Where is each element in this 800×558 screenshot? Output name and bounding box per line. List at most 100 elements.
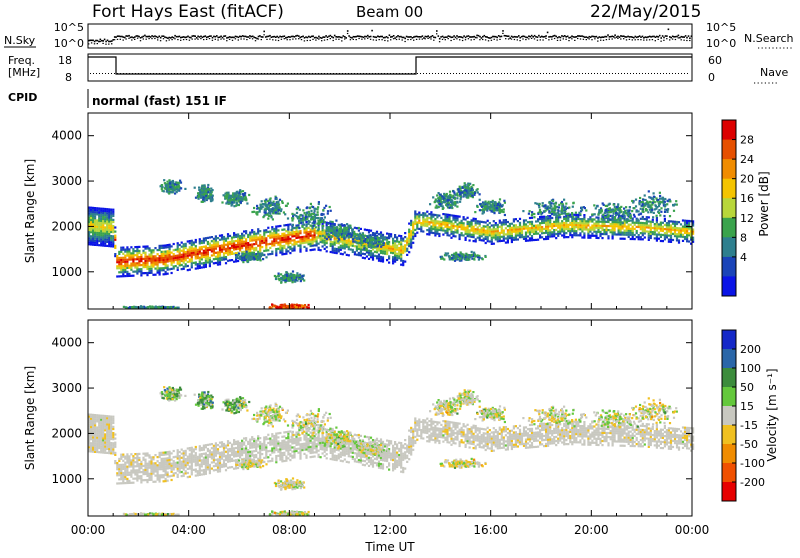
power-cell xyxy=(142,262,144,264)
power-cell xyxy=(346,227,348,229)
power-cell xyxy=(157,267,159,269)
power-cell xyxy=(368,229,370,231)
noise-sky-point xyxy=(547,32,549,34)
power-cell xyxy=(332,241,334,243)
power-cell xyxy=(533,231,535,233)
noise-sky-point xyxy=(479,36,481,38)
power-cell xyxy=(173,249,175,251)
power-cell xyxy=(541,220,543,222)
power-cell xyxy=(210,193,212,195)
power-cell xyxy=(583,216,585,218)
power-cell xyxy=(302,221,304,223)
power-cell xyxy=(269,205,271,207)
power-cell xyxy=(658,238,660,240)
power-cell xyxy=(179,256,181,258)
power-cell xyxy=(159,257,161,259)
noise-sky-point xyxy=(258,36,260,38)
power-cell xyxy=(358,254,360,256)
power-cell xyxy=(648,231,650,233)
power-cell xyxy=(424,221,426,223)
power-cell xyxy=(100,222,102,224)
power-cell xyxy=(221,247,223,249)
power-cell xyxy=(499,222,501,224)
power-cell xyxy=(430,230,432,232)
power-cell xyxy=(233,240,235,242)
power-cell xyxy=(106,235,108,237)
power-cell xyxy=(239,241,241,243)
power-cell xyxy=(122,249,124,251)
power-cell xyxy=(257,245,259,247)
power-cell xyxy=(471,223,473,225)
power-cell xyxy=(644,226,646,228)
power-cell xyxy=(535,229,537,231)
noise-sky-point xyxy=(495,36,497,38)
noise-sky-point xyxy=(147,36,149,38)
noise-sky-point xyxy=(174,35,176,37)
power-cell xyxy=(324,234,326,236)
power-cell xyxy=(262,204,264,206)
power-cell xyxy=(430,217,432,219)
power-cell xyxy=(666,236,668,238)
power-cell xyxy=(136,258,138,260)
power-cell xyxy=(450,229,452,231)
noise-search-point xyxy=(284,38,285,39)
power-cell xyxy=(217,237,219,239)
power-cell xyxy=(169,258,171,260)
noise-sky-point xyxy=(396,36,398,38)
power-cell xyxy=(330,241,332,243)
noise-sky-point xyxy=(310,36,312,38)
power-cell xyxy=(638,224,640,226)
power-cell xyxy=(686,240,688,242)
power-cell xyxy=(459,236,461,238)
power-cell xyxy=(618,233,620,235)
power-cell xyxy=(174,189,176,191)
power-cell xyxy=(581,236,583,238)
power-cell xyxy=(130,252,132,254)
power-cell xyxy=(672,227,674,229)
power-cell xyxy=(191,260,193,262)
power-cell xyxy=(614,231,616,233)
power-cell xyxy=(263,238,265,240)
power-cell xyxy=(152,257,154,259)
power-cell xyxy=(599,227,601,229)
power-cell xyxy=(479,233,481,235)
power-cell xyxy=(374,234,376,236)
noise-search-point xyxy=(502,33,503,34)
power-cell xyxy=(583,220,585,222)
power-cell xyxy=(306,218,308,220)
power-cell xyxy=(456,227,458,229)
noise-sky-point xyxy=(363,37,365,39)
power-cell xyxy=(338,246,340,248)
noise-sky-point xyxy=(525,37,527,39)
power-cell xyxy=(605,221,607,223)
noise-sky-point xyxy=(394,37,396,39)
power-cell xyxy=(316,244,318,246)
noise-sky-point xyxy=(228,37,230,39)
noise-sky-point xyxy=(102,40,104,42)
noise-sky-point xyxy=(528,35,530,37)
power-cell xyxy=(227,192,229,194)
noise-sky-point xyxy=(222,37,224,39)
power-cell xyxy=(298,227,300,229)
noise-search-point xyxy=(157,39,158,40)
power-cell xyxy=(163,257,165,259)
power-cell xyxy=(271,216,273,218)
noise-sky-point xyxy=(637,36,639,38)
power-cell xyxy=(104,210,106,212)
noise-sky-point xyxy=(563,36,565,38)
power-cell xyxy=(519,234,521,236)
noise-sky-point xyxy=(416,36,418,38)
power-cell xyxy=(239,235,241,237)
power-cell xyxy=(493,228,495,230)
power-cell xyxy=(434,214,436,216)
power-cell xyxy=(272,218,274,220)
power-cell xyxy=(684,232,686,234)
power-cell xyxy=(263,229,265,231)
power-cell xyxy=(351,230,353,232)
noise-sky-point xyxy=(140,37,142,39)
power-cell xyxy=(126,255,128,257)
noise-search-point xyxy=(597,41,598,42)
power-cell xyxy=(203,264,205,266)
power-cell xyxy=(573,232,575,234)
noise-search-point xyxy=(327,39,328,40)
